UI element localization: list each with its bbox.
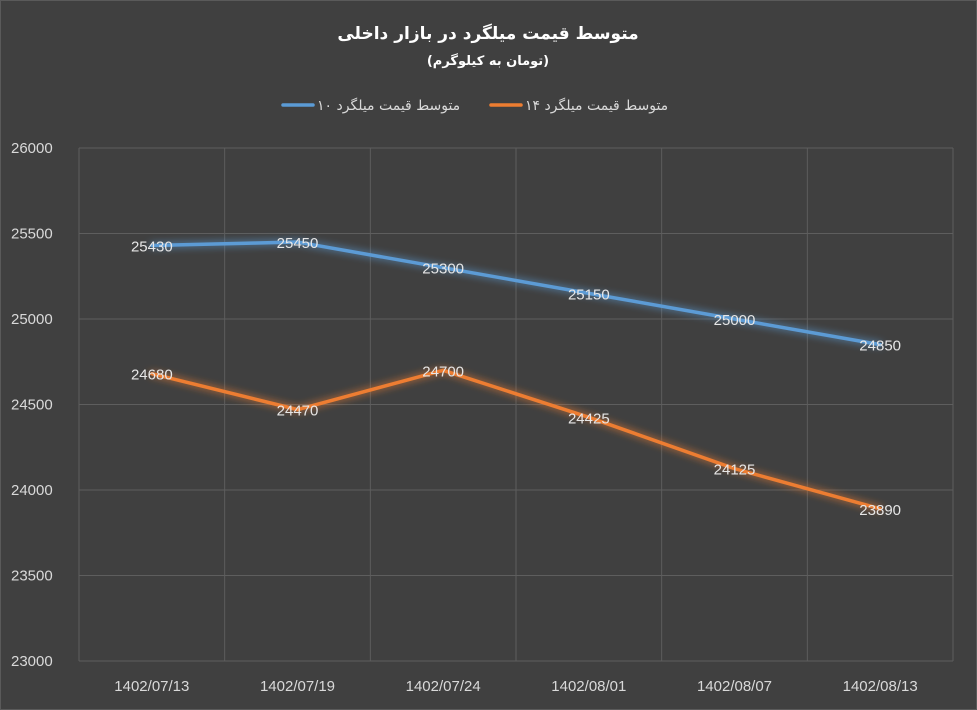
data-point	[442, 369, 444, 371]
x-tick-label: 1402/07/13	[114, 678, 189, 695]
data-point	[297, 241, 298, 243]
data-label: 24125	[714, 462, 756, 479]
y-tick-label: 24000	[11, 482, 53, 499]
chart-title: متوسط قیمت میلگرد در بازار داخلی	[337, 23, 638, 44]
data-point	[588, 292, 590, 294]
series-line-1	[150, 240, 882, 347]
data-point	[879, 508, 881, 510]
data-label: 25150	[568, 286, 610, 303]
data-point	[297, 409, 298, 411]
data-label: 24680	[131, 367, 173, 384]
series-line-2	[150, 368, 882, 511]
data-label: 24700	[422, 363, 464, 380]
y-tick-label: 23500	[11, 568, 53, 585]
x-tick-label: 1402/08/01	[551, 678, 626, 695]
data-label: 25300	[422, 261, 464, 278]
x-tick-label: 1402/08/13	[843, 678, 918, 695]
y-tick-label: 24500	[11, 397, 53, 414]
data-point	[151, 373, 153, 375]
x-tick-label: 1402/08/07	[697, 678, 772, 695]
data-label: 25000	[714, 312, 756, 329]
legend-label: متوسط قیمت میلگرد ۱۰	[317, 97, 460, 114]
data-labels: 25430 25450 25300 25150 25000 24850 24680 24470…	[131, 235, 901, 519]
legend: متوسط قیمت میلگرد ۱۰ متوسط قیمت میلگرد ۱۴	[281, 97, 668, 114]
data-label: 25430	[131, 238, 173, 255]
data-label: 24850	[859, 338, 901, 355]
data-label: 24470	[277, 403, 319, 420]
data-point	[734, 468, 735, 470]
data-point	[588, 416, 590, 418]
data-label: 24425	[568, 410, 610, 427]
y-tick-label: 26000	[11, 140, 53, 157]
gridlines	[78, 147, 954, 662]
data-point	[734, 318, 735, 320]
data-point	[442, 267, 444, 269]
data-label: 23890	[859, 502, 901, 519]
x-tick-label: 1402/07/24	[406, 678, 481, 695]
data-label: 25450	[277, 235, 319, 252]
y-tick-label: 25500	[11, 226, 53, 243]
legend-label: متوسط قیمت میلگرد ۱۴	[525, 97, 668, 114]
y-tick-label: 23000	[11, 653, 53, 670]
chart-subtitle: (تومان به کیلوگرم)	[427, 53, 549, 69]
data-point	[879, 344, 881, 346]
axes: 23000 23500 24000 24500 25000 25500 26000 1402/…	[11, 140, 918, 695]
y-tick-label: 25000	[11, 311, 53, 328]
x-tick-label: 1402/07/19	[260, 678, 335, 695]
series-layer	[150, 240, 882, 511]
data-point	[151, 244, 153, 246]
